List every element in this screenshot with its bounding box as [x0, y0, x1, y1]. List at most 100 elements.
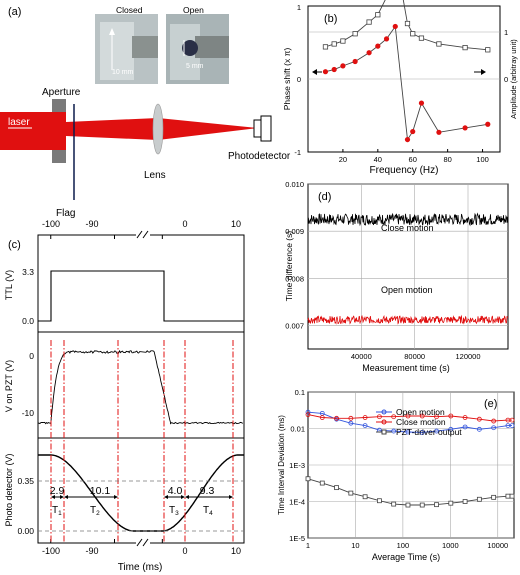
c-pd-tick: 0.35: [17, 476, 34, 486]
e-point: [462, 424, 468, 430]
d-ytick-label: 0.007: [285, 321, 304, 330]
phase-point: [375, 43, 381, 49]
photo-open-title: Open: [183, 5, 204, 15]
open-motion-series: [307, 314, 509, 325]
e-point: [334, 415, 339, 421]
d-xtick-label: 40000: [351, 352, 372, 361]
amplitude-point: [462, 45, 468, 51]
legend-open-motion: Open motion: [396, 407, 445, 417]
e-point: [476, 426, 482, 432]
panel-b: (b) 1 0 -1 1 0 20 40 60 80 100 Frequency (Hz…: [282, 0, 518, 176]
amplitude-point: [375, 12, 381, 18]
open-measure: 5 mm: [186, 63, 204, 70]
e-point: [509, 423, 515, 429]
e-point: [434, 428, 439, 434]
d-xtick-label: 80000: [404, 352, 425, 361]
panel-c: (c) 2.9 10.1 4.0 9.3 T1 T2 T3 T4 -100: [4, 219, 245, 573]
photodetector-label: Photodetector: [228, 151, 291, 162]
phase-point: [418, 100, 425, 106]
aperture-label: Aperture: [42, 87, 81, 98]
e-point: [362, 494, 368, 500]
laser-label: laser: [8, 117, 30, 128]
open-motion-label: Open motion: [381, 285, 433, 295]
d-ytick-label: 0.008: [285, 274, 304, 283]
e-xtick-label: 10: [351, 541, 359, 550]
c-pzt-tick: -10: [22, 408, 35, 418]
e-point: [509, 417, 515, 423]
d-ytick-label: 0.010: [285, 180, 304, 189]
e-point: [305, 476, 311, 482]
amplitude-point: [404, 20, 411, 27]
b-xlabel: Frequency (Hz): [370, 165, 439, 176]
phase-point: [383, 36, 390, 42]
e-xtick-label: 10000: [487, 541, 508, 550]
phase-point: [462, 125, 468, 131]
e-point: [434, 414, 439, 420]
panel-b-label: (b): [324, 13, 337, 25]
phase-point: [410, 128, 416, 135]
phase-point: [331, 66, 337, 73]
b-xtick-label: 100: [476, 155, 489, 164]
e-point: [391, 501, 397, 507]
c-top-tick: -90: [85, 219, 98, 229]
panel-e: (e) Open motion Close motion PZT-driver …: [277, 388, 515, 562]
plot-d-frame: [307, 183, 509, 350]
close-motion-label: Close motion: [381, 223, 434, 233]
e-point: [405, 413, 411, 419]
e-point: [448, 500, 454, 506]
c-top-tick: -100: [42, 219, 60, 229]
panel-e-label: (e): [484, 398, 497, 410]
c-xlabel: Time (ms): [118, 562, 163, 573]
d-ytick-label: 0.009: [285, 227, 304, 236]
plot-c-data: [37, 270, 244, 532]
b-ylabel-right: Amplitude (arbitray unit): [509, 39, 518, 119]
interval-markers: 2.9 10.1 4.0 9.3 T1 T2 T3 T4: [50, 485, 233, 517]
photodetector-trace: [38, 454, 244, 532]
laser-beam-in: [0, 112, 66, 150]
e-xtick-label: 1: [306, 541, 310, 550]
panel-c-label: (c): [8, 239, 21, 251]
panel-d: (d) Close motion Open motion 0.010 0.009 0…: [284, 180, 509, 373]
closed-measure: 10 mm: [112, 69, 134, 76]
e-point: [391, 414, 397, 420]
e-point: [476, 416, 482, 422]
e-point: [348, 415, 354, 421]
e-point: [319, 480, 325, 486]
interval-t2-label: T2: [90, 505, 100, 517]
laser-beam-mid: [66, 118, 158, 140]
e-point: [419, 413, 425, 419]
interval-t1-label: T1: [52, 505, 62, 517]
e-point: [434, 502, 439, 508]
e-ylabel: Time Interval Deviation (ms): [277, 415, 286, 515]
e-point: [305, 409, 311, 415]
amplitude-point: [331, 41, 337, 47]
amplitude-point: [340, 38, 346, 44]
e-series-line: [307, 414, 512, 422]
phase-point: [366, 50, 372, 56]
e-point: [491, 494, 497, 500]
e-ytick-label: 1E-5: [289, 534, 305, 543]
b-xtick-label: 20: [339, 155, 347, 164]
interval-t2-value: 10.1: [90, 485, 111, 497]
legend-pzt-output: PZT-driver output: [396, 427, 462, 437]
e-point: [319, 415, 325, 420]
b-xtick-label: 40: [374, 155, 382, 164]
e-point: [377, 414, 382, 420]
e-point: [305, 412, 311, 418]
e-xtick-label: 100: [397, 541, 410, 550]
c-bottom-tick: -100: [42, 546, 60, 556]
lens: [152, 103, 164, 155]
phase-point: [404, 136, 411, 143]
amplitude-point: [418, 35, 425, 41]
amplitude-point: [352, 31, 358, 37]
phase-point: [485, 121, 491, 127]
amplitude-point: [410, 31, 416, 37]
phase-point: [340, 63, 346, 69]
c-pzt-label: V on PZT (V): [4, 360, 14, 412]
c-top-tick: 10: [231, 219, 241, 229]
interval-t1-value: 2.9: [50, 485, 65, 497]
e-xlabel: Average Time (s): [372, 552, 440, 562]
laser-beam-focus: [158, 118, 258, 140]
e-point: [334, 485, 339, 491]
c-top-tick: 0: [182, 219, 187, 229]
